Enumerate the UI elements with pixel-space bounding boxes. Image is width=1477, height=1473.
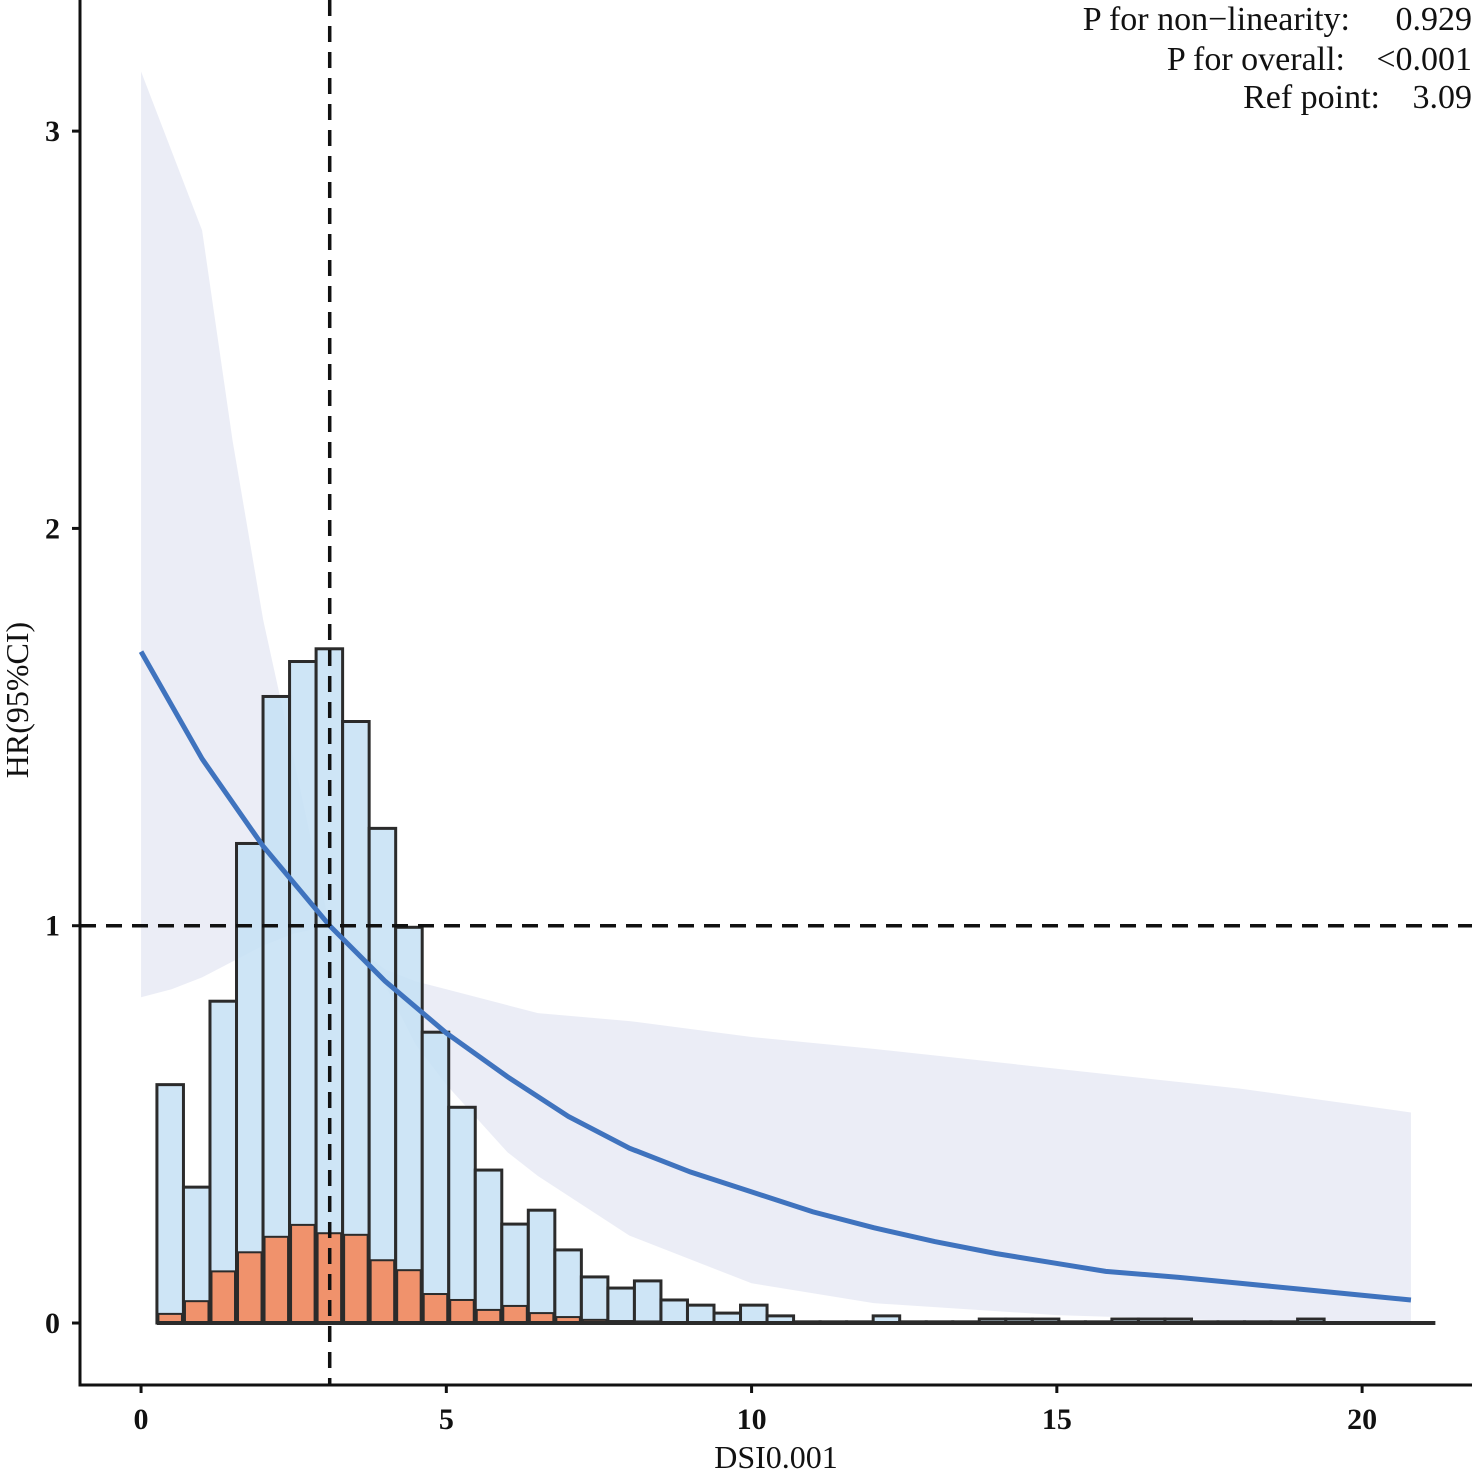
histogram-bar-events (369, 1259, 396, 1325)
histogram-bar-total (394, 925, 424, 1325)
annotation-label: Ref point: (1243, 79, 1380, 116)
histogram-bar-events (210, 1270, 237, 1325)
histogram-bar-total (208, 999, 239, 1325)
stats-annotation: P for non−linearity: 0.929 P for overall… (1083, 1, 1472, 116)
histogram-bar-events (237, 1251, 263, 1325)
histogram-bar-total (606, 1286, 636, 1325)
axes: 0 5 10 15 20 0 1 2 3 (45, 0, 1472, 1436)
annotation-value: <0.001 (1376, 41, 1472, 78)
histogram-bar-total (235, 841, 265, 1325)
histogram-bar-total (341, 720, 371, 1325)
histogram-bar-events (396, 1269, 422, 1325)
x-tick-label: 5 (439, 1403, 454, 1436)
histogram-bar-events (263, 1235, 290, 1325)
x-tick-label: 20 (1347, 1403, 1377, 1436)
histogram-bar-total (367, 826, 398, 1325)
histogram-bar-events (183, 1300, 210, 1325)
y-tick-label: 1 (45, 910, 60, 943)
histogram-bar-total (447, 1105, 477, 1325)
histogram-bar-total (420, 1030, 451, 1325)
annotation-value: 0.929 (1396, 1, 1473, 38)
histogram-bar-total (659, 1298, 689, 1325)
annotation-label: P for overall: (1167, 41, 1345, 78)
y-tick-label: 0 (45, 1307, 60, 1340)
x-tick-label: 15 (1042, 1403, 1072, 1436)
histogram-bar-events (343, 1233, 369, 1325)
confidence-band-layer (141, 71, 1411, 1324)
histogram-bar-total (685, 1303, 716, 1325)
histogram-bar-total (314, 647, 345, 1325)
hr-curve (138, 650, 1412, 1303)
reference-lines (80, 0, 1472, 1385)
histogram-bar-total (739, 1303, 769, 1325)
histogram-bar-total (288, 660, 318, 1325)
histogram-bar-total (579, 1275, 610, 1325)
x-axis-label: DSI0.001 (714, 1439, 838, 1473)
x-tick-label: 0 (134, 1403, 149, 1436)
histogram-bar-events (290, 1223, 316, 1325)
y-tick-label: 3 (45, 115, 60, 148)
histogram-bar-total (553, 1248, 583, 1325)
histogram-bar-total (473, 1168, 504, 1325)
histogram-bar-total (261, 694, 292, 1325)
histogram-bar-events (422, 1293, 449, 1325)
y-axis-label: HR(95%CI) (0, 622, 35, 778)
histogram-bar-total (155, 1083, 185, 1325)
y-tick-label: 2 (45, 512, 60, 545)
histogram-bar-total (632, 1279, 663, 1325)
histogram-bar-events (449, 1298, 475, 1325)
annotation-value: 3.09 (1413, 79, 1473, 116)
histogram-bar-events (502, 1304, 528, 1325)
annotation-label: P for non−linearity: (1083, 1, 1350, 38)
curve-layer (138, 650, 1412, 1303)
histogram-bar-total (526, 1208, 557, 1325)
confidence-band (141, 71, 1411, 1324)
x-tick-label: 10 (737, 1403, 767, 1436)
